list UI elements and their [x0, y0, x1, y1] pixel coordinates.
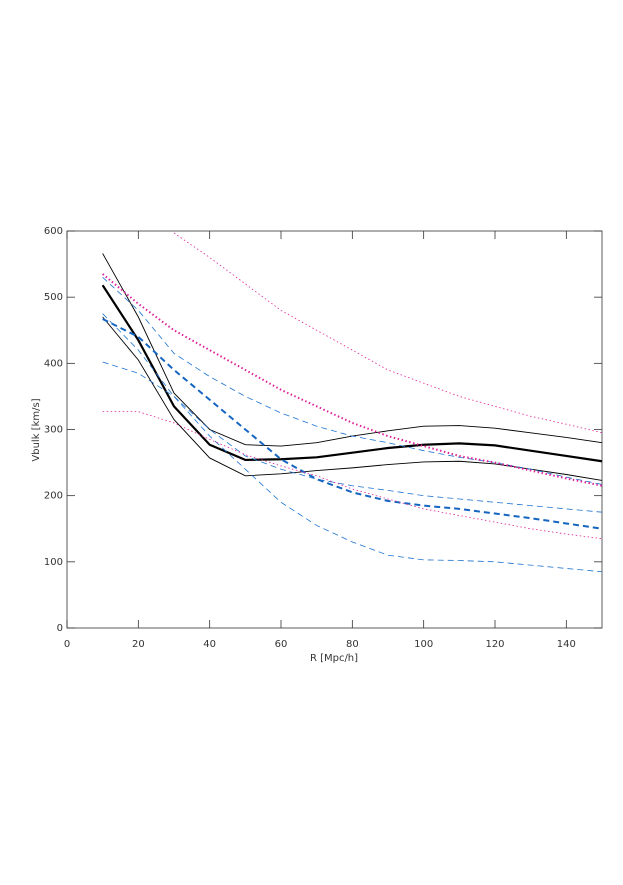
y-axis-label: Vbulk [km/s]	[31, 398, 42, 461]
x-tick-label: 140	[557, 639, 576, 650]
series-line	[173, 232, 603, 434]
y-tick-label: 400	[44, 358, 63, 369]
x-tick-label: 100	[414, 639, 433, 650]
series-line	[102, 316, 603, 481]
y-tick-label: 100	[44, 557, 63, 568]
x-tick-label: 80	[346, 639, 359, 650]
series-line	[102, 253, 603, 447]
x-axis-label: R [Mpc/h]	[310, 653, 358, 664]
y-tick-label: 200	[44, 491, 63, 502]
series-line	[102, 313, 603, 573]
plot-frame	[66, 230, 603, 629]
x-tick-label: 0	[64, 639, 70, 650]
x-tick-label: 40	[203, 639, 216, 650]
series-line	[102, 273, 603, 487]
y-tick-label: 0	[57, 623, 63, 634]
y-tick-label: 600	[44, 226, 63, 237]
x-tick-label: 60	[275, 639, 288, 650]
x-tick-label: 120	[485, 639, 504, 650]
series-line	[102, 411, 603, 540]
x-tick-label: 20	[132, 639, 145, 650]
series-line	[102, 318, 603, 530]
y-tick-label: 300	[44, 425, 63, 436]
series-line	[102, 361, 603, 513]
y-tick-label: 500	[44, 292, 63, 303]
series-line	[101, 284, 603, 463]
